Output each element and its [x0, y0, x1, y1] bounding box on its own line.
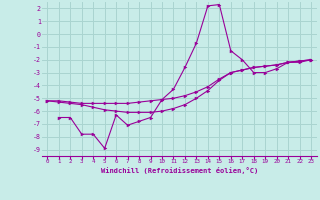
X-axis label: Windchill (Refroidissement éolien,°C): Windchill (Refroidissement éolien,°C): [100, 167, 258, 174]
